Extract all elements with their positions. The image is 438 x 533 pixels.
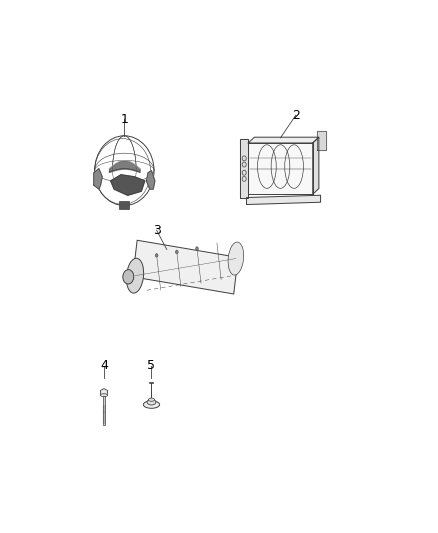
Polygon shape [248,143,313,194]
Circle shape [176,251,178,254]
Text: 3: 3 [153,224,160,237]
Polygon shape [146,171,155,189]
Ellipse shape [127,259,144,293]
Ellipse shape [100,394,108,397]
Polygon shape [247,195,321,205]
Circle shape [155,254,158,257]
Text: 1: 1 [120,113,128,126]
Ellipse shape [228,242,244,275]
Polygon shape [94,168,102,189]
Polygon shape [240,139,248,198]
Ellipse shape [148,398,155,401]
Ellipse shape [147,399,156,405]
FancyBboxPatch shape [119,201,130,209]
Polygon shape [248,137,319,143]
Circle shape [196,247,198,250]
Polygon shape [111,175,145,195]
FancyBboxPatch shape [103,397,105,425]
Text: 2: 2 [292,109,300,122]
Polygon shape [317,131,326,150]
Polygon shape [133,240,238,294]
Ellipse shape [143,401,159,408]
Polygon shape [313,137,319,194]
Polygon shape [100,389,107,396]
Text: 4: 4 [100,359,108,372]
Ellipse shape [123,270,134,284]
Text: 5: 5 [148,359,155,372]
